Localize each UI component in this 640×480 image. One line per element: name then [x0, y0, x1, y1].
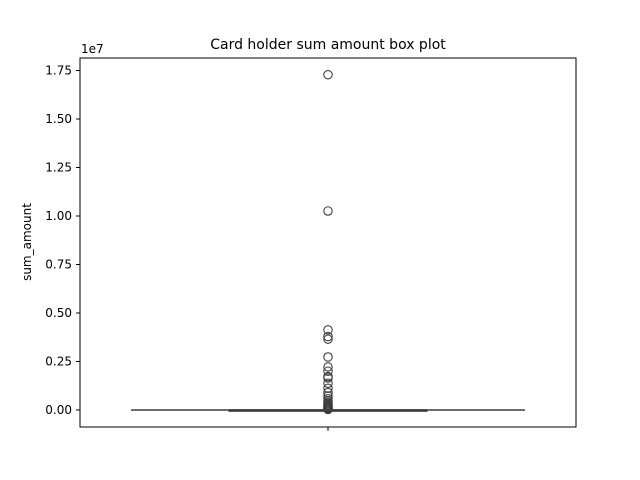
y-axis-label: sum_amount [20, 203, 34, 281]
outlier-point [323, 362, 333, 372]
outlier-point [323, 378, 333, 388]
y-tick-label: 0.25 [45, 355, 72, 369]
y-tick-label: 0.00 [45, 403, 72, 417]
y-tick-label: 1.00 [45, 209, 72, 223]
outlier-point [323, 70, 333, 80]
outlier-point [323, 404, 333, 415]
outlier-point [323, 352, 333, 362]
outlier-point [323, 325, 333, 335]
outlier-point [323, 334, 333, 344]
y-tick-label: 0.50 [45, 306, 72, 320]
y-tick-label: 1.25 [45, 161, 72, 175]
y-scale-label: 1e7 [81, 42, 104, 56]
y-tick-label: 0.75 [45, 258, 72, 272]
chart-title: Card holder sum amount box plot [210, 37, 446, 53]
outlier-point [323, 206, 333, 216]
y-tick-label: 1.75 [45, 64, 72, 78]
outlier-point [323, 366, 333, 376]
outlier-point [323, 331, 333, 342]
y-tick-label: 1.50 [45, 112, 72, 126]
plot-area [131, 70, 525, 415]
outlier-point [323, 373, 333, 383]
outlier-point [323, 383, 333, 394]
